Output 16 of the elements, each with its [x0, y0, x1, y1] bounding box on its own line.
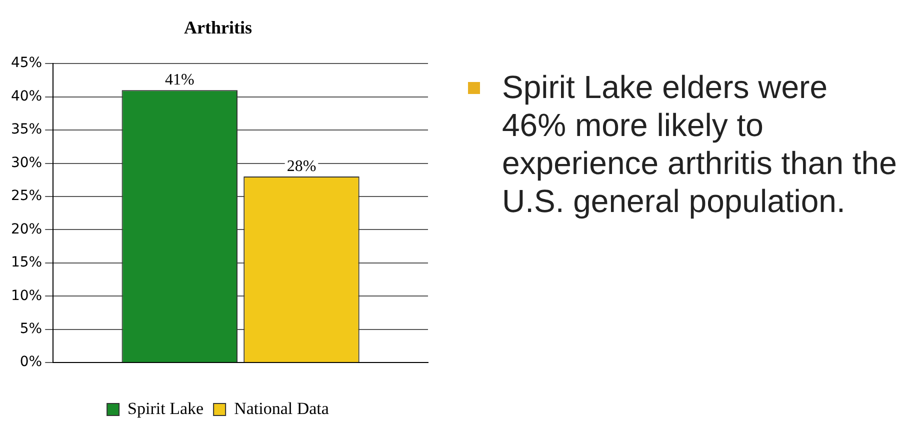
y-tick-label: 5%	[20, 321, 42, 338]
y-tick-label: 40%	[10, 88, 42, 104]
legend-label: Spirit Lake	[128, 398, 204, 418]
y-tick-label: 10%	[10, 288, 42, 304]
y-tick-label: 45%	[10, 55, 42, 72]
y-tick-label: 25%	[10, 188, 42, 204]
data-label: 28%	[286, 158, 316, 175]
data-label: 41%	[164, 71, 194, 88]
y-tick-label: 20%	[10, 221, 42, 238]
chart-title: Arthritis	[184, 17, 252, 38]
y-tick-label: 35%	[10, 122, 42, 138]
text: Spirit Lake elders were 46% more likely to experience arthritis than the U.S. general population.	[502, 68, 898, 220]
y-tick-label: 30%	[10, 154, 42, 171]
y-tick-label: 15%	[10, 254, 42, 271]
legend-label: National Data	[234, 398, 330, 418]
y-tick-label: 0%	[20, 354, 42, 370]
